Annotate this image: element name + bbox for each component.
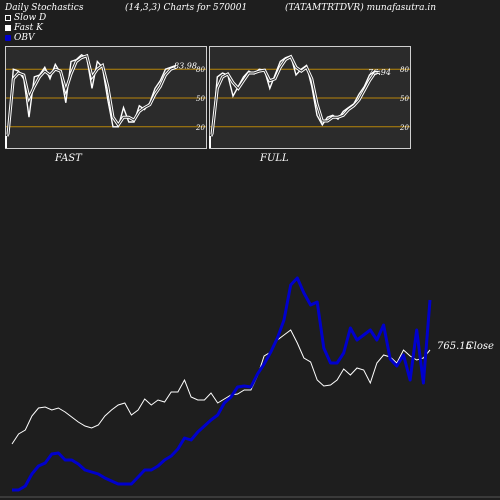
obv-line bbox=[12, 276, 432, 492]
legend-item-fast-k: Fast K bbox=[5, 23, 43, 33]
fast-panel-label: FAST bbox=[55, 153, 82, 164]
chart-symbol: (TATAMTRTDVR) munafasutra.in bbox=[285, 3, 437, 13]
last-value-label-fast: 83.98 bbox=[174, 61, 197, 70]
level-label-50: 50 bbox=[196, 95, 205, 103]
level-label-50: 50 bbox=[400, 95, 409, 103]
fast-k-swatch bbox=[5, 25, 11, 31]
level-label-80: 80 bbox=[196, 66, 205, 74]
stoch-line-core-full bbox=[211, 56, 381, 135]
level-label-80: 80 bbox=[400, 66, 409, 74]
legend-label: OBV bbox=[14, 33, 35, 43]
slow-d-swatch bbox=[5, 15, 11, 21]
stoch-line-fast-1 bbox=[6, 53, 177, 135]
chart-params: (14,3,3) Charts for 570001 bbox=[125, 3, 248, 13]
stoch-line-core-fast bbox=[7, 55, 177, 135]
chart-title: Daily Stochastics bbox=[5, 3, 84, 13]
price-close-label: Close bbox=[466, 341, 494, 352]
price-line bbox=[11, 329, 431, 445]
stoch-line-full-1 bbox=[210, 54, 381, 135]
last-value-label-full: 76.94 bbox=[368, 68, 391, 77]
obv-swatch bbox=[5, 35, 11, 41]
full-panel-label: FULL bbox=[260, 153, 289, 164]
legend-item-obv: OBV bbox=[5, 33, 35, 43]
level-label-20: 20 bbox=[195, 124, 205, 132]
price-last-value-label: 765.15 bbox=[437, 341, 472, 352]
legend-item-slow-d: Slow D bbox=[5, 13, 46, 23]
stoch-line-fast-0 bbox=[7, 53, 177, 137]
legend-label: Slow D bbox=[14, 13, 47, 23]
level-label-20: 20 bbox=[399, 124, 409, 132]
legend-label: Fast K bbox=[14, 23, 43, 33]
